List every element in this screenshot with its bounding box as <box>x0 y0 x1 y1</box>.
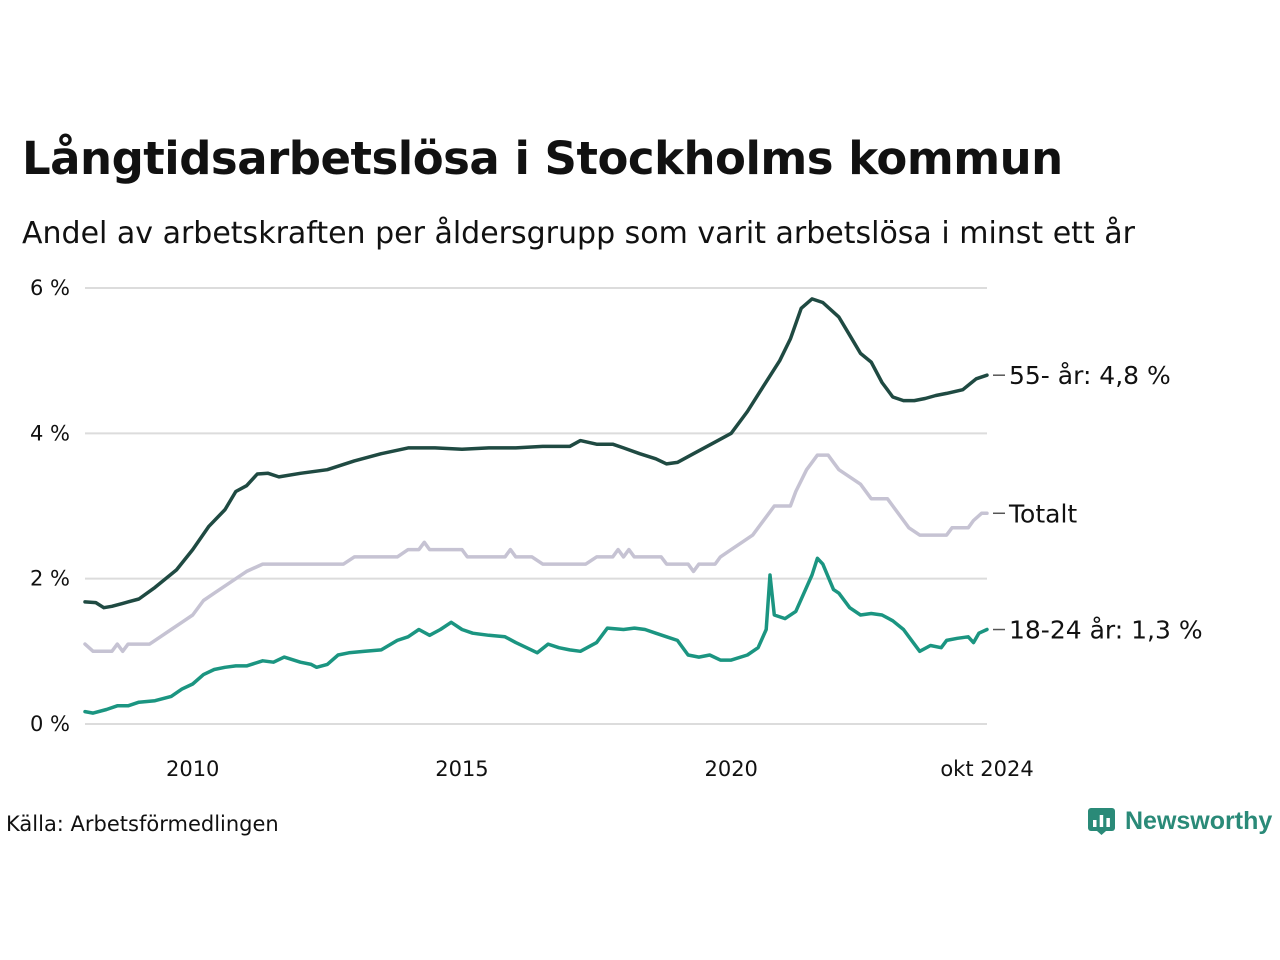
gridlines <box>85 287 987 725</box>
series-line <box>83 453 989 654</box>
source-note: Källa: Arbetsförmedlingen <box>6 812 279 836</box>
x-axis: 2010 2015 2020 okt 2024 <box>166 757 1034 781</box>
series-lines <box>83 297 989 715</box>
y-tick-label: 4 % <box>30 421 70 445</box>
chart-subtitle: Andel av arbetskraften per åldersgrupp s… <box>22 216 1135 251</box>
y-tick-label: 2 % <box>30 567 70 591</box>
chart-title: Långtidsarbetslösa i Stockholms kommun <box>22 132 1063 185</box>
line-chart: 0 % 2 % 4 % 6 % 2010 2015 2020 okt 2024 55- år… <box>30 276 1203 781</box>
x-tick-label: 2015 <box>435 757 488 781</box>
y-tick-label: 6 % <box>30 276 70 300</box>
y-tick-label: 0 % <box>30 712 70 736</box>
series-line <box>83 556 989 715</box>
x-tick-label: okt 2024 <box>940 757 1033 781</box>
series-line <box>83 297 989 610</box>
series-end-label: 18-24 år: 1,3 % <box>1009 616 1203 645</box>
y-axis: 0 % 2 % 4 % 6 % <box>30 276 70 736</box>
x-tick-label: 2020 <box>704 757 757 781</box>
series-end-label: Totalt <box>1008 499 1077 528</box>
newsworthy-logo: Newsworthy <box>1088 803 1272 839</box>
x-tick-label: 2010 <box>166 757 219 781</box>
newsworthy-logo-icon <box>1088 807 1115 835</box>
brand-name: Newsworthy <box>1125 806 1273 835</box>
series-end-label: 55- år: 4,8 % <box>1009 361 1171 390</box>
series-labels: 55- år: 4,8 % Totalt 18-24 år: 1,3 % <box>993 361 1203 645</box>
